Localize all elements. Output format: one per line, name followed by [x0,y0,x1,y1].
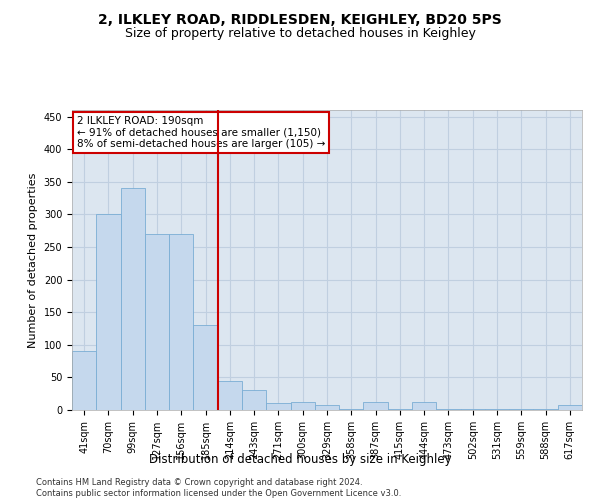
Bar [96,214,121,410]
Bar [558,405,582,410]
Text: 2 ILKLEY ROAD: 190sqm
← 91% of detached houses are smaller (1,150)
8% of semi-de: 2 ILKLEY ROAD: 190sqm ← 91% of detached … [77,116,325,149]
Bar [145,234,169,410]
Bar [72,352,96,410]
Bar [121,188,145,410]
Bar [242,390,266,410]
Bar [169,234,193,410]
Y-axis label: Number of detached properties: Number of detached properties [28,172,38,348]
Bar [193,325,218,410]
Text: Contains HM Land Registry data © Crown copyright and database right 2024.
Contai: Contains HM Land Registry data © Crown c… [36,478,401,498]
Bar [218,380,242,410]
Bar [266,404,290,410]
Text: Distribution of detached houses by size in Keighley: Distribution of detached houses by size … [149,452,451,466]
Text: 2, ILKLEY ROAD, RIDDLESDEN, KEIGHLEY, BD20 5PS: 2, ILKLEY ROAD, RIDDLESDEN, KEIGHLEY, BD… [98,12,502,26]
Bar [412,402,436,410]
Bar [364,402,388,410]
Bar [290,402,315,410]
Text: Size of property relative to detached houses in Keighley: Size of property relative to detached ho… [125,28,475,40]
Bar [315,405,339,410]
